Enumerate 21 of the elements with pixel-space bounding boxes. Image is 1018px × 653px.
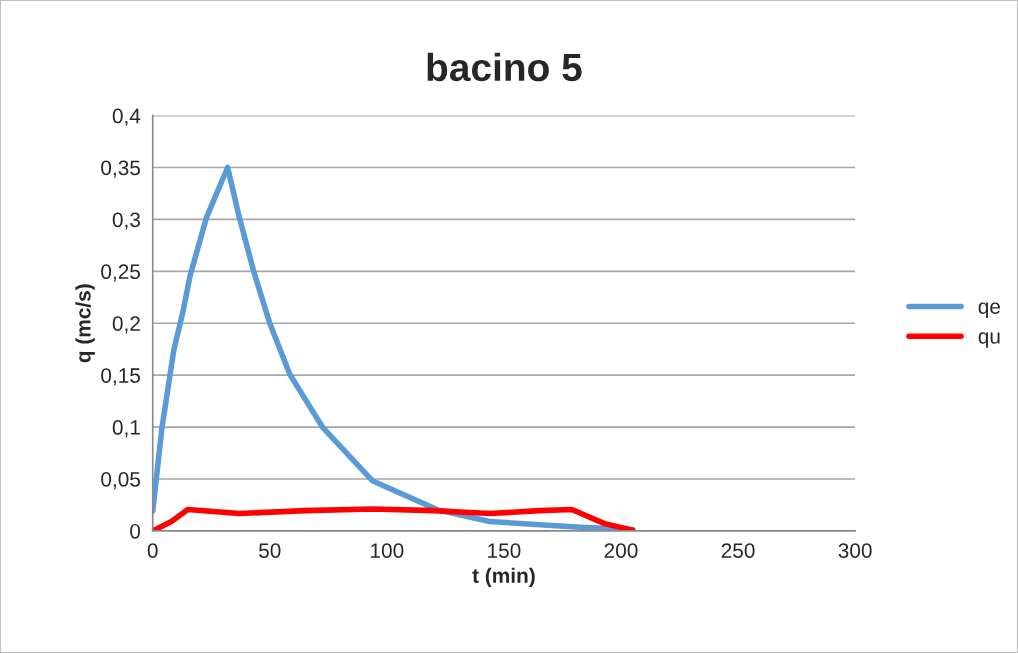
x-tick-label: 100	[371, 543, 404, 558]
y-tick-label: 0,3	[112, 212, 140, 230]
y-tick-label: 0,2	[112, 316, 140, 334]
x-axis-title: t (min)	[472, 567, 535, 588]
y-tick-label: 0,35	[101, 160, 141, 178]
legend-label: qe	[978, 302, 1000, 319]
x-tick-label: 300	[838, 543, 872, 558]
y-tick-label: 0,1	[112, 420, 140, 438]
y-tick-label: 0,05	[101, 471, 141, 490]
y-axis-title: q (mc/s)	[75, 284, 95, 363]
x-tick-label: 0	[147, 543, 158, 558]
y-tick-label: 0,4	[112, 108, 141, 126]
y-tick-label: 0	[130, 523, 141, 539]
x-tick-label: 50	[259, 543, 281, 558]
x-tick-label: 250	[721, 543, 755, 558]
chart-title: bacino 5	[427, 52, 582, 82]
x-tick-label: 200	[604, 543, 638, 558]
x-tick-label: 150	[488, 543, 521, 558]
legend-label: qu	[978, 332, 1000, 348]
y-tick-label: 0,25	[101, 264, 141, 282]
y-tick-label: 0,15	[101, 368, 141, 386]
